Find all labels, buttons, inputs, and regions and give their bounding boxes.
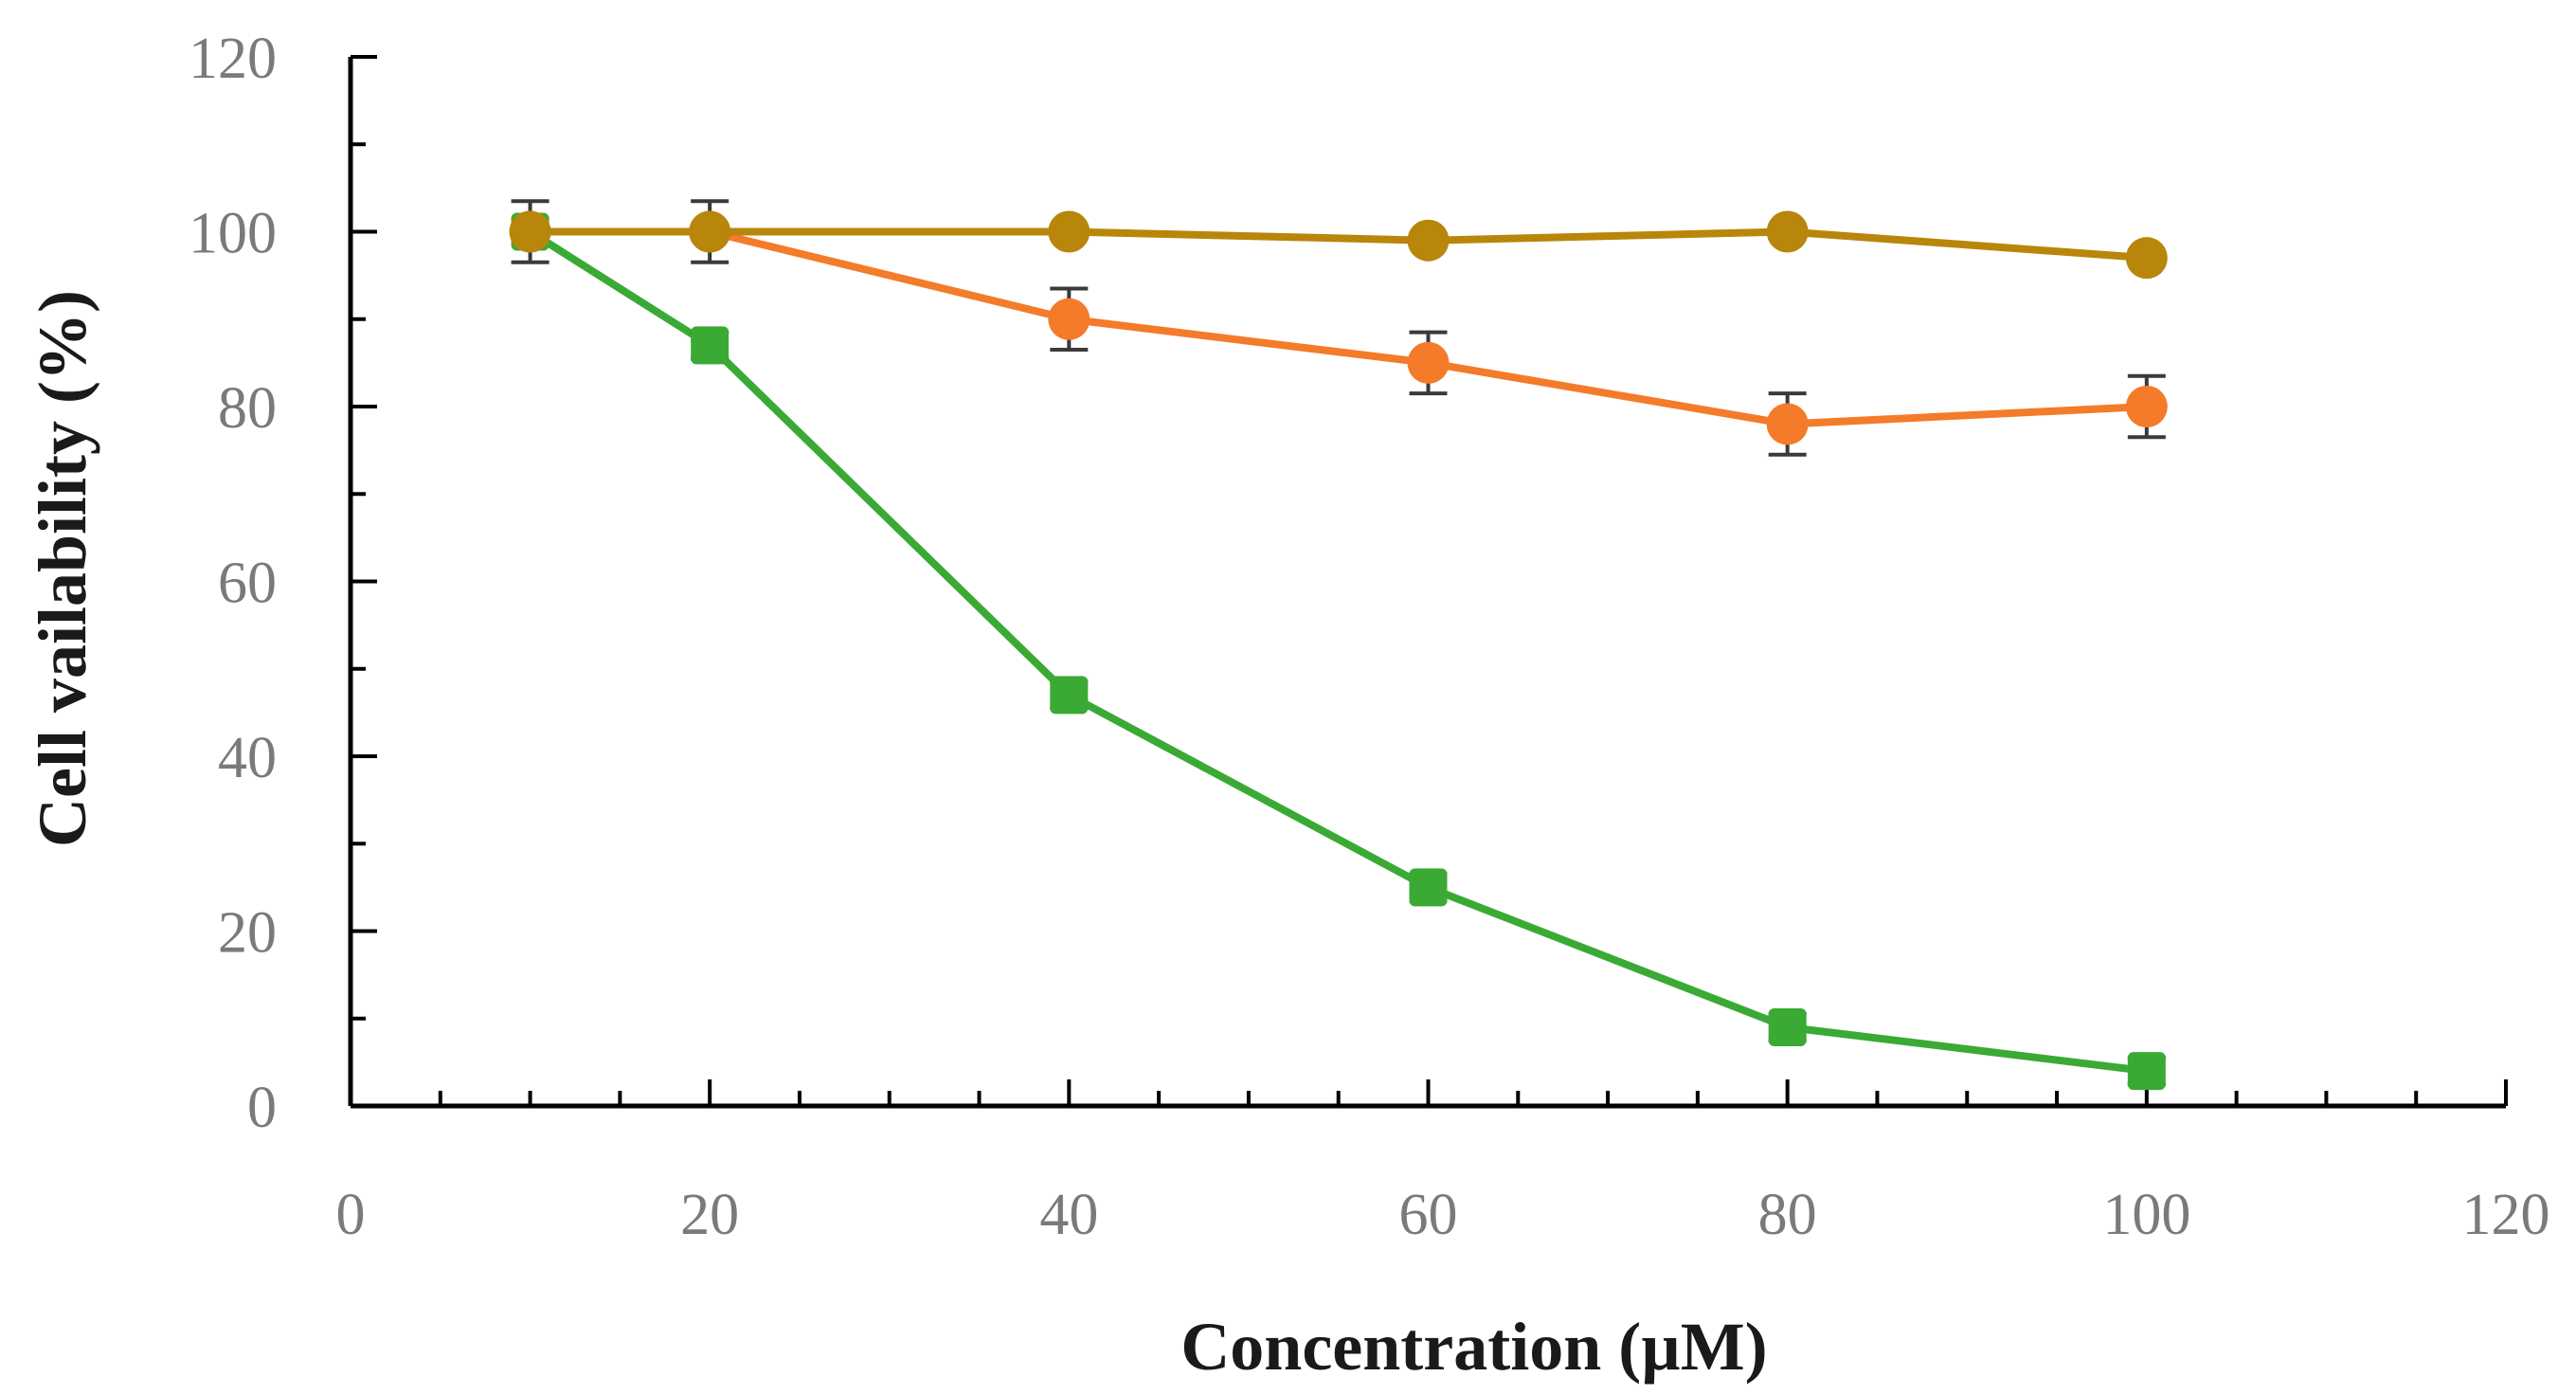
series-line bbox=[528, 228, 2148, 1076]
data-point bbox=[691, 326, 730, 365]
data-point bbox=[1050, 676, 1089, 715]
series-1 bbox=[511, 212, 2166, 1091]
data-point bbox=[2125, 386, 2168, 427]
data-point bbox=[1407, 219, 1450, 262]
axes: 0 20 40 60 80 100 120 0 20 40 60 80 100 120 bbox=[189, 27, 2550, 1247]
data-point bbox=[1409, 868, 1448, 907]
x-tick-label: 40 bbox=[1039, 1183, 1098, 1247]
data-point bbox=[1048, 298, 1090, 340]
data-point bbox=[1766, 403, 1809, 445]
series-line bbox=[530, 227, 2148, 428]
y-tick-label: 120 bbox=[189, 27, 277, 91]
y-tick-label: 20 bbox=[218, 901, 277, 966]
x-axis-title: Concentration (µM) bbox=[1180, 1309, 1767, 1385]
y-tick-label: 0 bbox=[247, 1076, 277, 1140]
series-3 bbox=[509, 210, 2168, 280]
y-tick-label: 60 bbox=[218, 552, 277, 616]
data-point bbox=[2125, 237, 2168, 280]
x-tick-label: 0 bbox=[336, 1183, 366, 1247]
x-tick-label: 60 bbox=[1399, 1183, 1458, 1247]
y-tick-label: 40 bbox=[218, 726, 277, 790]
x-tick-label: 80 bbox=[1758, 1183, 1817, 1247]
data-point bbox=[1048, 210, 1090, 253]
y-tick-label: 100 bbox=[189, 202, 277, 266]
data-point bbox=[1407, 341, 1450, 384]
data-point bbox=[689, 210, 731, 253]
data-point bbox=[509, 210, 551, 253]
y-axis-title: Cell vailability (%) bbox=[25, 290, 100, 847]
data-point bbox=[2127, 1052, 2166, 1091]
y-tick-label: 80 bbox=[218, 376, 277, 441]
x-tick-label: 20 bbox=[680, 1183, 739, 1247]
series-line bbox=[530, 227, 2148, 263]
data-point bbox=[1768, 1007, 1807, 1046]
x-tick-label: 100 bbox=[2102, 1183, 2190, 1247]
series-layer bbox=[509, 199, 2168, 1091]
x-tick-label: 120 bbox=[2462, 1183, 2550, 1247]
data-point bbox=[1766, 210, 1809, 253]
